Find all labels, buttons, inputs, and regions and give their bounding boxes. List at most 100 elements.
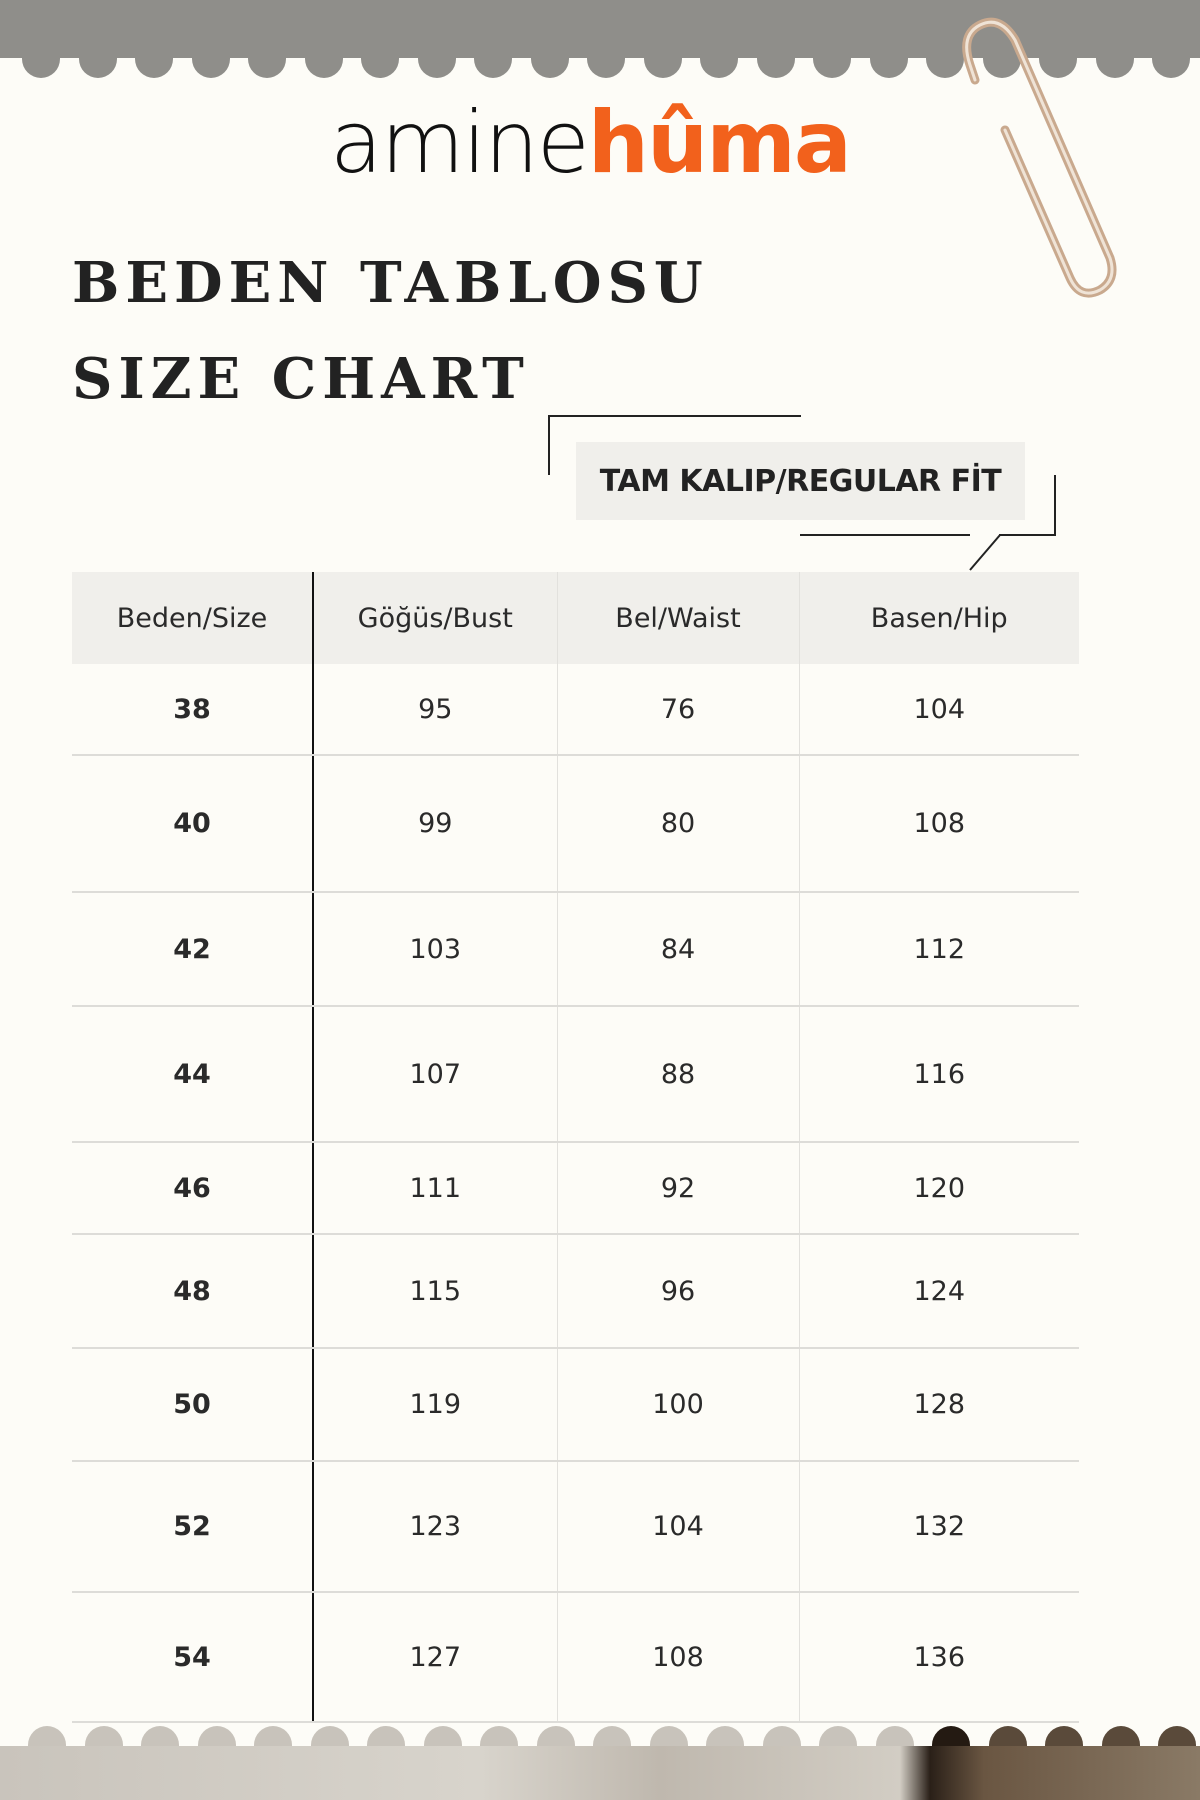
bracket-line — [548, 415, 550, 475]
cell-hip: 108 — [798, 755, 1079, 893]
scallop — [706, 1726, 744, 1748]
bracket-line — [548, 415, 801, 417]
cell-waist: 108 — [556, 1592, 799, 1723]
scallop — [530, 56, 569, 78]
title-english: SIZE CHART — [72, 346, 530, 412]
scallop — [926, 56, 964, 78]
bracket-line — [1054, 475, 1056, 536]
scallop — [1152, 56, 1190, 78]
table-row: 54 127 108 136 — [72, 1592, 1079, 1723]
bracket-diagonal — [969, 534, 1001, 571]
table-row: 44 107 88 116 — [72, 1006, 1079, 1143]
scallop — [474, 56, 512, 78]
cell-bust: 123 — [312, 1461, 557, 1593]
scallop — [304, 56, 343, 78]
cell-waist: 76 — [556, 664, 799, 756]
bracket-line — [800, 534, 970, 536]
cell-size: 44 — [72, 1006, 314, 1143]
scallop — [813, 56, 851, 78]
scallop — [1045, 1726, 1083, 1748]
scallop — [643, 56, 682, 78]
scallop — [536, 1726, 575, 1748]
cell-size: 38 — [72, 664, 314, 756]
table-row: 50 119 100 128 — [72, 1348, 1079, 1462]
cell-bust: 111 — [312, 1142, 557, 1235]
logo-part1: amine — [330, 93, 590, 193]
scallop — [310, 1726, 349, 1748]
cell-hip: 112 — [798, 892, 1079, 1007]
cell-hip: 128 — [798, 1348, 1079, 1462]
scallop — [423, 1726, 462, 1748]
scallop — [762, 1726, 801, 1748]
cell-hip: 116 — [798, 1006, 1079, 1143]
scallop — [988, 1726, 1027, 1748]
bracket-line — [999, 534, 1056, 536]
scallop — [480, 1726, 518, 1748]
cell-size: 54 — [72, 1592, 314, 1723]
cell-bust: 103 — [312, 892, 557, 1007]
cell-size: 50 — [72, 1348, 314, 1462]
cell-waist: 104 — [556, 1461, 799, 1593]
cell-size: 40 — [72, 755, 314, 893]
scallop — [28, 1726, 66, 1748]
scallop — [593, 1726, 631, 1748]
scallop — [141, 1726, 179, 1748]
cell-hip: 136 — [798, 1592, 1079, 1723]
cell-size: 42 — [72, 892, 314, 1007]
scallop — [367, 1726, 405, 1748]
scallop — [254, 1726, 292, 1748]
cell-bust: 95 — [312, 664, 557, 756]
cell-size: 52 — [72, 1461, 314, 1593]
cell-bust: 127 — [312, 1592, 557, 1723]
scallop — [1158, 1726, 1196, 1748]
scallop — [649, 1726, 688, 1748]
bottom-texture-band — [0, 1746, 1200, 1800]
table-row: 38 95 76 104 — [72, 664, 1079, 756]
cell-waist: 92 — [556, 1142, 799, 1235]
cell-size: 46 — [72, 1142, 314, 1235]
cell-hip: 120 — [798, 1142, 1079, 1235]
cell-waist: 84 — [556, 892, 799, 1007]
table-row: 40 99 80 108 — [72, 755, 1079, 893]
size-table: Beden/Size Göğüs/Bust Bel/Waist Basen/Hi… — [72, 572, 1079, 1723]
scallop — [1039, 56, 1077, 78]
scallop — [587, 56, 625, 78]
table-row: 52 123 104 132 — [72, 1461, 1079, 1593]
cell-hip: 132 — [798, 1461, 1079, 1593]
scallop — [875, 1726, 914, 1748]
scallop — [819, 1726, 857, 1748]
scallop — [248, 56, 286, 78]
scallop — [932, 1726, 970, 1748]
scallop — [1095, 56, 1134, 78]
cell-waist: 88 — [556, 1006, 799, 1143]
table-row: 42 103 84 112 — [72, 892, 1079, 1007]
cell-hip: 124 — [798, 1234, 1079, 1349]
cell-bust: 99 — [312, 755, 557, 893]
cell-waist: 100 — [556, 1348, 799, 1462]
scallop — [135, 56, 173, 78]
scallop — [78, 56, 117, 78]
cell-bust: 107 — [312, 1006, 557, 1143]
cell-waist: 80 — [556, 755, 799, 893]
cell-bust: 119 — [312, 1348, 557, 1462]
cell-size: 48 — [72, 1234, 314, 1349]
scallop — [191, 56, 230, 78]
scallop — [417, 56, 456, 78]
header-size: Beden/Size — [72, 572, 314, 664]
brand-logo: aminehûma — [330, 100, 852, 186]
table-row: 48 115 96 124 — [72, 1234, 1079, 1349]
header-waist: Bel/Waist — [556, 572, 799, 664]
scallop — [982, 56, 1021, 78]
scallop — [197, 1726, 236, 1748]
scallop — [361, 56, 399, 78]
header-bust: Göğüs/Bust — [312, 572, 557, 664]
cell-bust: 115 — [312, 1234, 557, 1349]
scallop — [1101, 1726, 1140, 1748]
table-header-row: Beden/Size Göğüs/Bust Bel/Waist Basen/Hi… — [72, 572, 1079, 664]
table-row: 46 111 92 120 — [72, 1142, 1079, 1235]
cell-hip: 104 — [798, 664, 1079, 756]
logo-part2: hûma — [587, 93, 852, 193]
cell-waist: 96 — [556, 1234, 799, 1349]
scallop — [756, 56, 795, 78]
scallop — [869, 56, 908, 78]
